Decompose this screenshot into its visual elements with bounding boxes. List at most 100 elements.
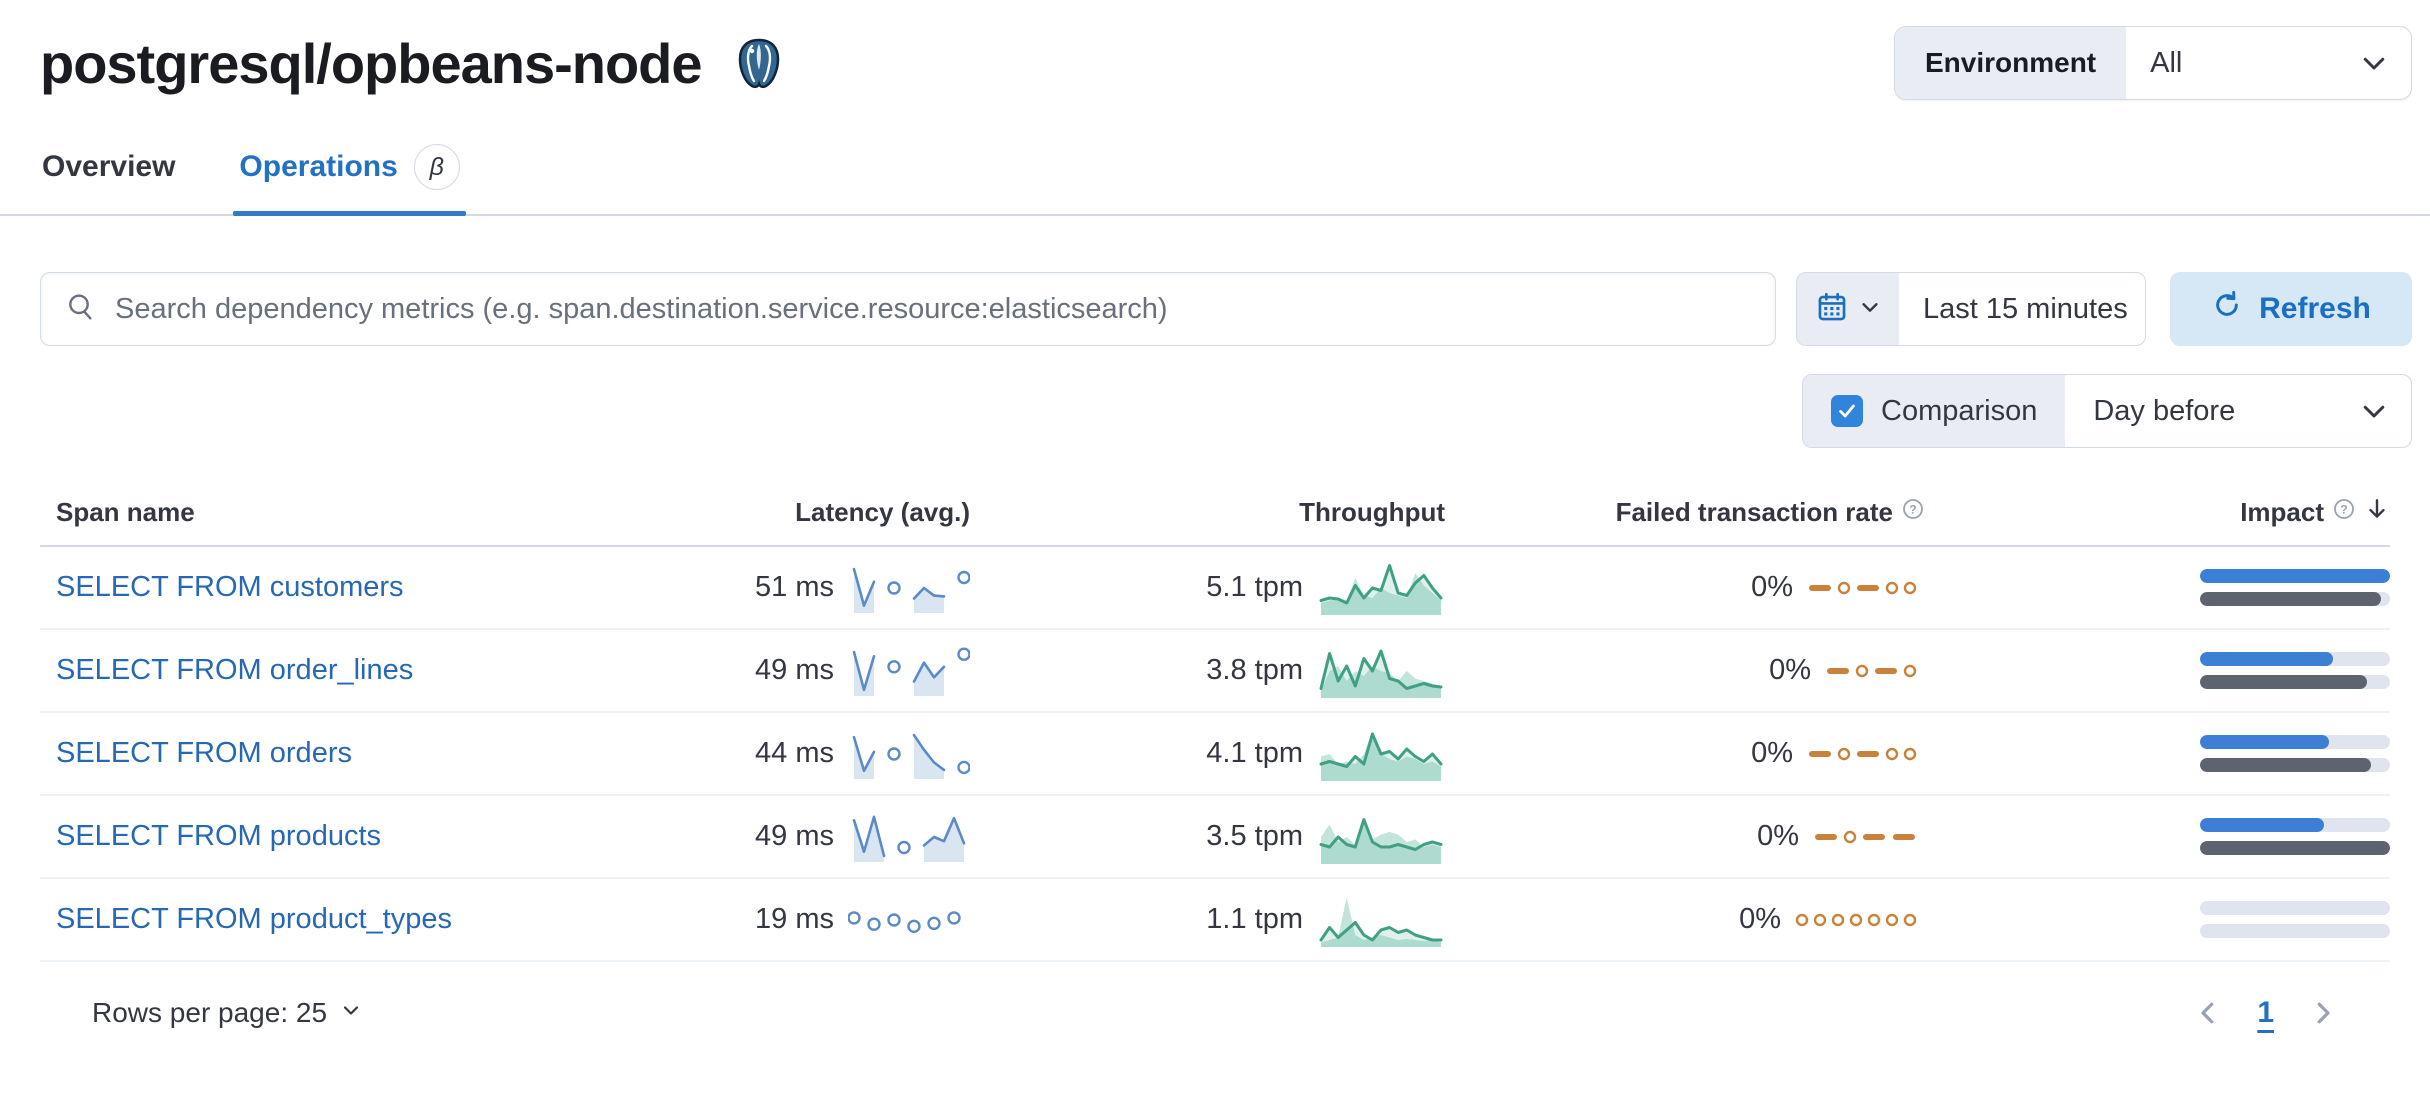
latency-cell: 49 ms [670,644,970,698]
comparison-toggle: Comparison [1803,375,2066,447]
time-range-value[interactable]: Last 15 minutes [1923,292,2128,325]
impact-bar-current [2200,735,2330,749]
rows-per-page-button[interactable]: Rows per page: 25 [92,997,363,1029]
impact-bar-previous-track [2200,758,2390,772]
postgresql-icon [732,36,786,90]
date-picker-quick-menu[interactable] [1797,273,1899,345]
failed-rate-sparkline [1809,581,1917,594]
next-page-button[interactable] [2308,998,2338,1028]
latency-sparkline [852,733,970,779]
impact-bar-previous [2200,675,2368,689]
failed-rate-cell: 0% [1445,903,1925,936]
impact-bar-current [2200,569,2390,583]
table-row: SELECT FROM product_types 19 ms 1.1 tpm 0% [40,879,2390,962]
latency-sparkline [848,910,961,933]
impact-cell [1925,901,2390,938]
failed-rate-value: 0% [1751,571,1793,603]
span-name-link[interactable]: SELECT FROM products [56,820,382,852]
latency-cell: 44 ms [670,727,970,781]
span-name-link[interactable]: SELECT FROM customers [56,571,404,603]
comparison-select[interactable]: Day before [2065,375,2411,447]
failed-rate-value: 0% [1757,820,1799,852]
impact-bar-current-track [2200,818,2390,832]
svg-text:?: ? [2340,503,2347,517]
sort-descending-icon [2364,496,2390,529]
span-name-link[interactable]: SELECT FROM orders [56,737,352,769]
throughput-sparkline [1319,563,1443,615]
page-title: postgresql/opbeans-node [40,31,702,95]
impact-bar-previous [2200,758,2371,772]
latency-sparkline [852,647,970,696]
query-bar: Last 15 minutes Refresh [0,216,2430,346]
table-row: SELECT FROM products 49 ms 3.5 tpm 0% [40,796,2390,879]
throughput-value: 3.5 tpm [1206,820,1303,852]
page-header: postgresql/opbeans-node Environment All [0,0,2430,100]
latency-value: 44 ms [755,737,834,769]
span-name-cell: SELECT FROM customers [40,571,670,604]
latency-cell: 49 ms [670,810,970,864]
latency-value: 49 ms [755,654,834,686]
column-header-impact[interactable]: Impact ? [1925,496,2390,529]
span-name-cell: SELECT FROM products [40,820,670,853]
throughput-sparkline [1319,816,1443,864]
refresh-icon [2211,289,2243,329]
column-header-latency[interactable]: Latency (avg.) [795,497,970,527]
chevron-down-icon [2359,396,2389,426]
throughput-value: 1.1 tpm [1206,903,1303,935]
impact-cell [1925,652,2390,689]
latency-sparkline [852,567,970,613]
column-header-failed-rate[interactable]: Failed transaction rate ? [1445,497,1925,528]
tab-bar: Overview Operations β [0,100,2430,216]
failed-rate-sparkline [1815,830,1915,843]
comparison-row: Comparison Day before [0,346,2430,448]
impact-bar-previous-track [2200,924,2390,938]
search-icon [65,291,97,328]
span-name-link[interactable]: SELECT FROM product_types [56,903,452,935]
impact-cell [1925,569,2390,606]
span-name-cell: SELECT FROM order_lines [40,654,670,687]
impact-bar-current-track [2200,901,2390,915]
failed-rate-cell: 0% [1445,737,1925,770]
chevron-down-icon [1859,296,1881,323]
impact-bar-current-track [2200,735,2390,749]
impact-bars [2200,735,2390,772]
refresh-button-label: Refresh [2259,292,2371,325]
refresh-button[interactable]: Refresh [2170,272,2412,346]
failed-rate-sparkline [1827,664,1917,677]
throughput-sparkline [1319,731,1443,781]
failed-rate-value: 0% [1739,903,1781,935]
failed-rate-sparkline [1795,913,1917,926]
operations-table: Span name Latency (avg.) Throughput Fail… [40,496,2390,1030]
beta-badge: β [413,144,460,190]
environment-select[interactable]: Environment All [1894,26,2412,100]
chevron-down-icon [2359,27,2411,99]
column-header-throughput[interactable]: Throughput [1299,497,1445,527]
throughput-cell: 1.1 tpm [970,891,1445,949]
throughput-value: 5.1 tpm [1206,571,1303,603]
impact-bars [2200,818,2390,855]
span-name-link[interactable]: SELECT FROM order_lines [56,654,414,686]
impact-bars [2200,901,2390,938]
previous-page-button[interactable] [2193,998,2223,1028]
page-number-1[interactable]: 1 [2257,996,2274,1029]
impact-cell [1925,818,2390,855]
svg-text:?: ? [1909,503,1916,517]
column-header-span-name[interactable]: Span name [56,497,195,527]
impact-cell [1925,735,2390,772]
failed-rate-value: 0% [1769,654,1811,686]
failed-rate-sparkline [1809,747,1917,760]
search-input[interactable] [115,292,1751,326]
latency-value: 49 ms [755,820,834,852]
impact-bars [2200,652,2390,689]
table-body: SELECT FROM customers 51 ms 5.1 tpm 0% SELEC… [40,547,2390,962]
impact-bar-current-track [2200,569,2390,583]
failed-rate-cell: 0% [1445,571,1925,604]
tab-overview[interactable]: Overview [42,144,175,214]
search-box[interactable] [40,272,1776,346]
span-name-cell: SELECT FROM orders [40,737,670,770]
comparison-checkbox[interactable] [1831,395,1863,427]
help-icon: ? [1901,497,1925,528]
impact-bar-previous-track [2200,592,2390,606]
tab-operations[interactable]: Operations β [233,144,467,216]
